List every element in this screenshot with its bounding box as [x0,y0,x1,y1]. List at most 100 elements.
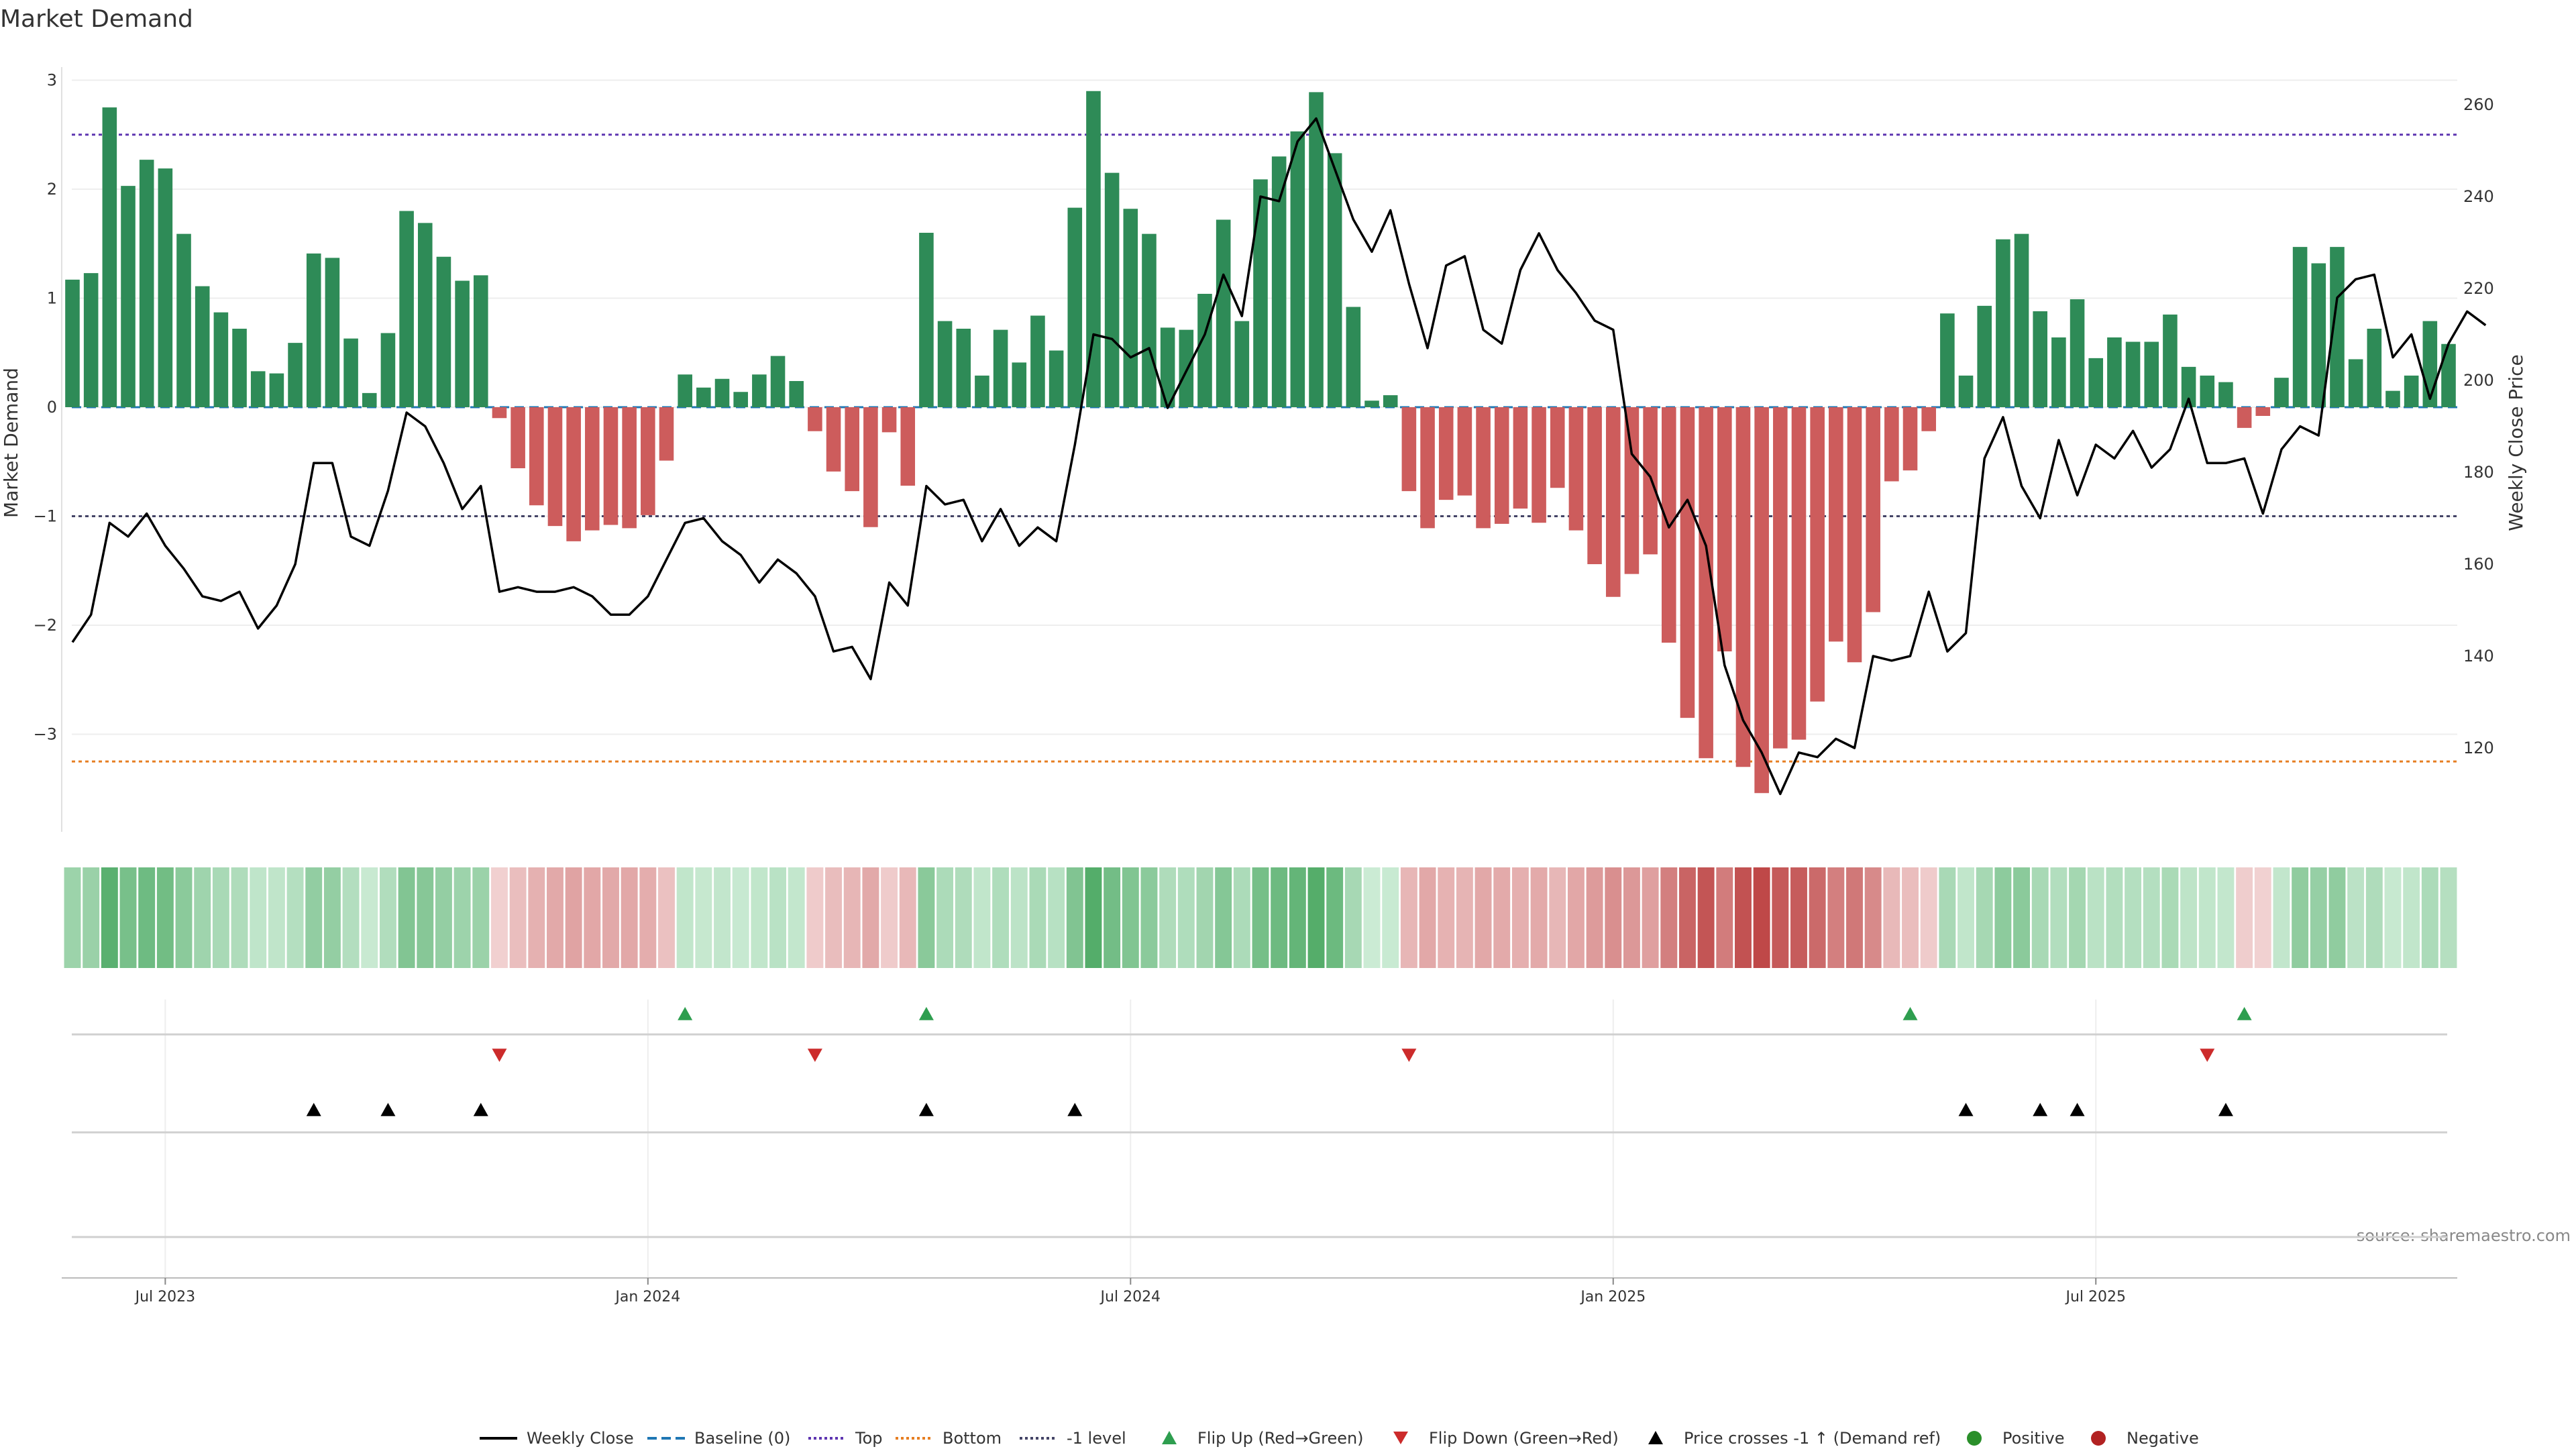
demand-strip-cell [1772,867,1789,968]
demand-bar [1327,153,1342,407]
demand-strip-cell [1104,867,1121,968]
demand-bar [102,107,117,407]
demand-bar [1996,239,2010,407]
demand-strip-cell [398,867,415,968]
demand-strip-cell [2236,867,2253,968]
demand-strip-cell [453,867,471,968]
demand-strip-cell [2421,867,2438,968]
demand-strip-cell [417,867,434,968]
demand-strip-cell [1511,867,1529,968]
demand-bar [2051,337,2066,407]
demand-strip-cell [2440,867,2457,968]
y-right-tick-label: 200 [2463,371,2494,390]
demand-strip-cell [843,867,861,968]
demand-bar [1735,407,1751,767]
demand-bar [937,321,953,407]
flip-down-marker [807,1049,822,1062]
demand-strip-cell [565,867,582,968]
demand-bar [547,407,563,527]
demand-strip-cell [1530,867,1548,968]
demand-strip-cell [268,867,285,968]
demand-strip-cell [621,867,638,968]
demand-bar [1253,179,1268,407]
y-left-tick-label: 1 [47,289,57,308]
y-right-tick-label: 240 [2463,187,2494,206]
demand-strip-cell [2050,867,2068,968]
demand-strip-cell [1549,867,1566,968]
demand-bar [2292,247,2308,407]
y-left-tick-label: −1 [34,507,57,526]
x-tick-label: Jul 2023 [134,1289,196,1305]
demand-bar [770,356,786,407]
demand-bar [2014,233,2029,407]
demand-bar [158,168,173,407]
demand-bar [1587,407,1602,564]
demand-bar [1383,395,1398,407]
y-right-tick-label: 220 [2463,279,2494,298]
demand-bar [1643,407,1658,555]
demand-bar [1290,131,1305,407]
demand-strip-cell [2365,867,2383,968]
price-cross-marker [2070,1103,2085,1116]
demand-bar [2404,375,2419,407]
axis-ticks: 3 2 1 0 −1 −2 −3 260 240 220 200 180 160 140 120 [34,67,2494,832]
demand-strip-cell [1438,867,1455,968]
demand-strip-cell [955,867,972,968]
demand-strip-cell [1326,867,1344,968]
demand-strip-cell [2143,867,2160,968]
demand-strip-cell [101,867,118,968]
demand-strip-cell [1939,867,1956,968]
demand-bar [2274,378,2289,407]
demand-strip-cell [435,867,452,968]
demand-bar [1513,407,1528,509]
demand-bar [2033,311,2048,407]
demand-bar [2200,375,2215,407]
demand-strip-cell [2161,867,2179,968]
demand-strip-cell [732,867,749,968]
reference-lines [72,133,2457,763]
demand-strip-cell [695,867,712,968]
demand-strip-cell [2031,867,2049,968]
demand-bar [2441,343,2456,407]
demand-strip-cell [1159,867,1177,968]
demand-strip-cell [2347,867,2365,968]
y-right-tick-label: 180 [2463,463,2494,482]
demand-bar [288,343,303,407]
demand-bar [473,275,488,407]
demand-bar [1550,407,1565,488]
demand-bar [343,338,358,407]
demand-bar [1216,219,1231,407]
demand-bar [900,407,916,486]
demand-bar [1884,407,1899,482]
demand-strip-cell [936,867,954,968]
demand-strip-cell [1679,867,1696,968]
demand-strip-cell [862,867,879,968]
demand-bar [176,233,191,407]
demand-strip-cell [175,867,193,968]
demand-bar [1773,407,1788,749]
legend-label: Top [855,1429,883,1448]
demand-bar [1605,407,1621,597]
y-right-tick-label: 160 [2463,555,2494,574]
demand-strip-cell [1177,867,1195,968]
demand-bar [1401,407,1417,492]
demand-strip-cell [1586,867,1603,968]
demand-strip-cell [1642,867,1659,968]
demand-bar [1958,375,1974,407]
demand-strip-cell [509,867,527,968]
legend-swatch [2091,1431,2106,1446]
y-right-tick-label: 120 [2463,739,2494,757]
demand-bar [195,286,210,407]
price-cross-marker [918,1103,934,1116]
flip-up-marker [918,1007,934,1020]
flip-up-marker [678,1007,693,1020]
demand-bar [659,407,674,461]
demand-bar [1030,315,1045,407]
x-tick-label: Jul 2024 [1099,1289,1161,1305]
y-left-tick-label: −3 [34,725,57,744]
demand-bar [1754,407,1769,794]
demand-bar [1494,407,1509,524]
demand-strip-cell [1215,867,1232,968]
demand-strip-cell [194,867,211,968]
demand-bar [993,329,1008,407]
